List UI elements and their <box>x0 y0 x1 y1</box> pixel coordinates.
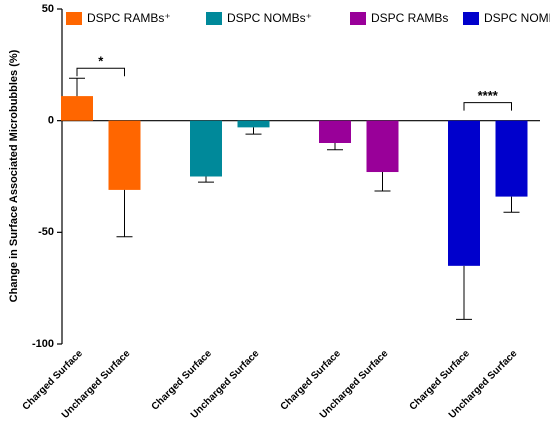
legend-label: DSPC NOMBs <box>484 11 550 25</box>
significance-bracket <box>76 67 125 77</box>
error-bar <box>327 143 343 151</box>
legend-label: DSPC NOMBs⁺ <box>227 11 312 25</box>
bar <box>319 120 351 143</box>
legend-label: DSPC RAMBs <box>371 11 448 25</box>
error-bar <box>456 265 472 320</box>
error-bar <box>245 127 262 135</box>
bar <box>495 120 528 197</box>
legend-swatch <box>463 12 479 25</box>
error-bar <box>69 77 85 97</box>
significance-label: **** <box>478 88 499 103</box>
bar <box>190 120 222 177</box>
bar <box>448 120 480 266</box>
y-tick-label: 50 <box>42 3 54 15</box>
y-tick-label: -50 <box>38 226 54 238</box>
bar <box>61 96 93 121</box>
bar <box>366 120 399 173</box>
legend-swatch <box>66 12 82 25</box>
y-tick-label: -100 <box>32 338 54 350</box>
error-bar <box>374 172 391 192</box>
bar <box>237 120 270 128</box>
error-bar <box>503 196 520 213</box>
error-bar <box>116 189 133 238</box>
error-bar <box>198 176 214 183</box>
y-tick-label: 0 <box>48 115 54 127</box>
significance-label: * <box>98 54 104 69</box>
y-axis-label: Change in Surface Associated Microbubble… <box>8 49 20 302</box>
significance-bracket <box>463 102 512 111</box>
legend-label: DSPC RAMBs⁺ <box>87 11 171 25</box>
legend-swatch <box>350 12 366 25</box>
bar <box>108 120 141 190</box>
legend-swatch <box>206 12 222 25</box>
